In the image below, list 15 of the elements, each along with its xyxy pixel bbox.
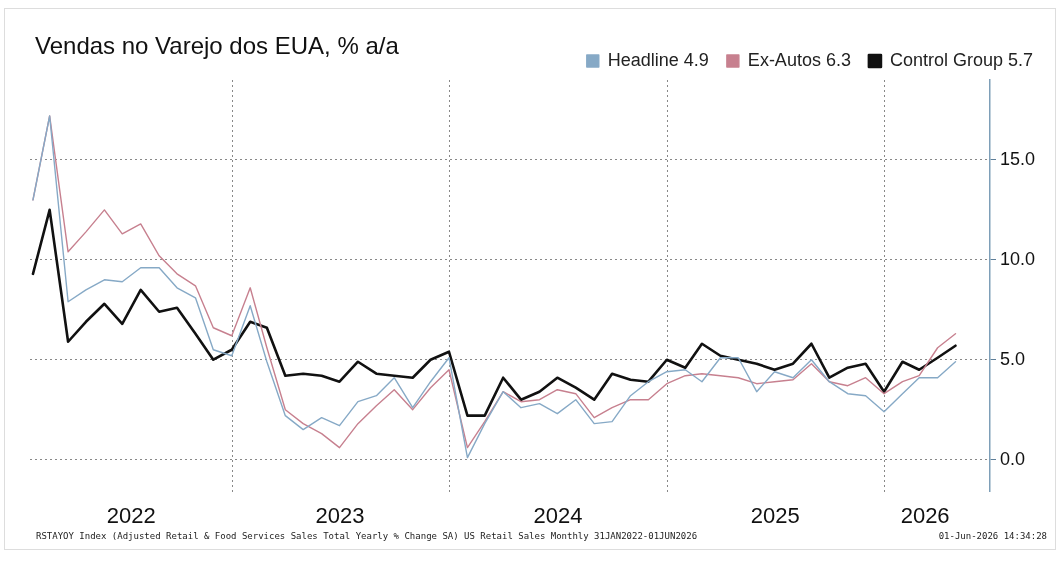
x-tick-label: 2023 [315, 502, 365, 528]
legend-label: Headline 4.9 [607, 49, 709, 70]
y-tick-label: 10.0 [1000, 248, 1036, 269]
text: 01-Jun-2026 14:34:28 [938, 531, 1047, 541]
legend-label: Control Group 5.7 [889, 49, 1033, 70]
text: RSTAYOY Index (Adjusted Retail & Food Services Sales Total Yearly % Change SA) US Retail Sales Monthly 31JAN2022-01JUN2026 [36, 531, 698, 541]
x-tick-label: 2026 [900, 502, 950, 528]
x-tick-label: 2022 [106, 502, 156, 528]
y-tick-label: 15.0 [1000, 148, 1036, 169]
x-tick-label: 2024 [533, 502, 583, 528]
y-tick-label: 0.0 [1000, 448, 1026, 469]
legend-label: Ex-Autos 6.3 [747, 49, 851, 70]
x-tick-label: 2025 [750, 502, 800, 528]
chart-title: Vendas no Varejo dos EUA, % a/a [35, 32, 399, 60]
y-tick-label: 5.0 [1000, 348, 1026, 369]
